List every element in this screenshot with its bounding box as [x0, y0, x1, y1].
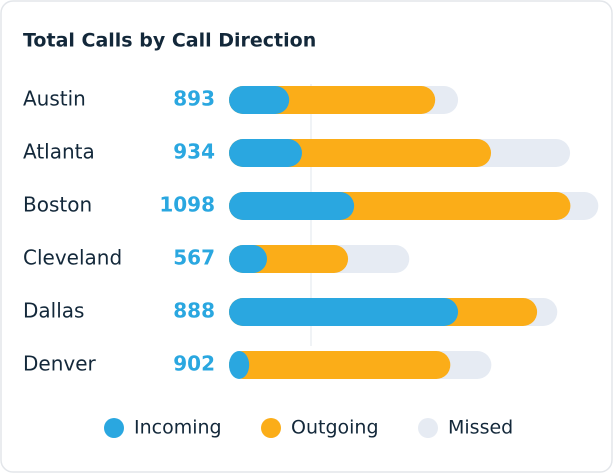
legend-swatch	[104, 418, 124, 438]
legend-label: Outgoing	[291, 417, 379, 439]
category-label: Atlanta	[23, 140, 95, 164]
bar-segment	[229, 192, 355, 220]
legend-label: Missed	[448, 417, 513, 439]
bar-segment	[229, 351, 451, 379]
category-label: Dallas	[23, 299, 84, 323]
legend-swatch	[418, 418, 438, 438]
total-label: 567	[173, 246, 215, 270]
legend-label: Incoming	[134, 417, 222, 439]
total-label: 934	[173, 140, 215, 164]
bar-segment	[229, 139, 302, 167]
total-label: 893	[173, 87, 215, 111]
bar-segment	[229, 351, 250, 379]
legend-swatch	[261, 418, 281, 438]
bar-segment	[229, 86, 290, 114]
chart-title: Total Calls by Call Direction	[23, 30, 316, 52]
category-label: Austin	[23, 87, 86, 111]
total-label: 902	[173, 352, 215, 376]
category-label: Boston	[23, 193, 92, 217]
total-label: 888	[173, 299, 215, 323]
category-label: Cleveland	[23, 246, 122, 270]
total-label: 1098	[159, 193, 215, 217]
bar-segment	[229, 298, 459, 326]
category-label: Denver	[23, 352, 97, 376]
bar-segment	[229, 245, 268, 273]
